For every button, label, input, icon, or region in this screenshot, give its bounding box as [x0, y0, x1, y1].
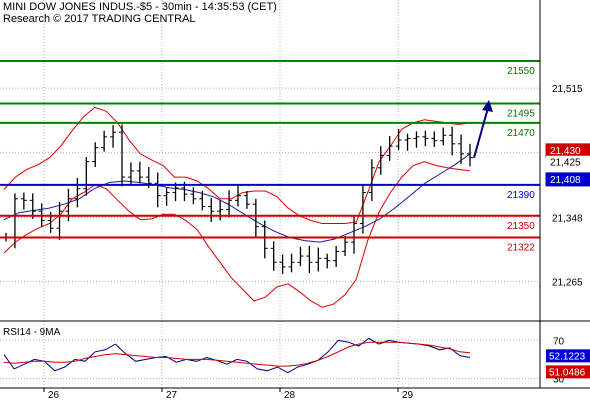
rsi-title: RSI14 - 9MA — [3, 327, 61, 338]
rsi-tag: 51.0486 — [549, 367, 586, 378]
level-label-21495: 21495 — [507, 109, 535, 120]
grid — [0, 0, 540, 388]
rsi-tag: 52.1223 — [549, 351, 586, 362]
x-tick-label: 29 — [402, 390, 414, 400]
moving-average — [3, 153, 471, 243]
y-tick-label: 21,348 — [552, 213, 583, 224]
y-tick-label: 21,515 — [552, 84, 583, 95]
bollinger-bands — [3, 106, 471, 308]
arrow-head — [482, 100, 493, 112]
rsi-series-9ma — [3, 341, 471, 367]
x-tick-label: 28 — [284, 390, 296, 400]
level-label-21350: 21350 — [507, 221, 535, 232]
forecast-arrow — [473, 100, 493, 159]
level-label-21390: 21390 — [507, 190, 535, 201]
price-tag-bg — [545, 172, 590, 187]
rsi-tag-bg — [546, 349, 590, 363]
level-label-21550: 21550 — [507, 66, 535, 77]
price-tag: 21,425 — [550, 158, 581, 169]
rsi-tick-label: 70 — [553, 336, 565, 347]
arrow-shaft — [473, 107, 489, 159]
rsi-panel: 30 70 52.1223 51.0486 — [0, 336, 590, 385]
level-label-21322: 21322 — [507, 242, 535, 253]
rsi-tag-bg — [546, 365, 590, 379]
rsi-series-rsi14 — [3, 337, 471, 374]
x-tick-label: 27 — [166, 390, 178, 400]
horizontal-levels: 21550 21495 21470 21390 21350 21322 — [0, 59, 540, 253]
bollinger-lower — [3, 161, 471, 308]
price-tag-bg — [546, 155, 590, 169]
rsi-tick-label: 30 — [553, 374, 565, 385]
y-tick-label: 21,265 — [552, 278, 583, 289]
chart-title: MINI DOW JONES INDUS.-$5 - 30min - 14:35… — [3, 1, 277, 13]
price-bars — [3, 124, 473, 274]
level-label-21470: 21470 — [507, 128, 535, 139]
price-tag: 21,430 — [550, 146, 581, 157]
copyright-notice: Research © 2017 TRADING CENTRAL — [3, 13, 196, 25]
x-tick-label: 26 — [48, 390, 60, 400]
bollinger-upper — [3, 106, 471, 224]
moving-average-line — [3, 153, 471, 243]
price-tag: 21,408 — [550, 175, 581, 186]
